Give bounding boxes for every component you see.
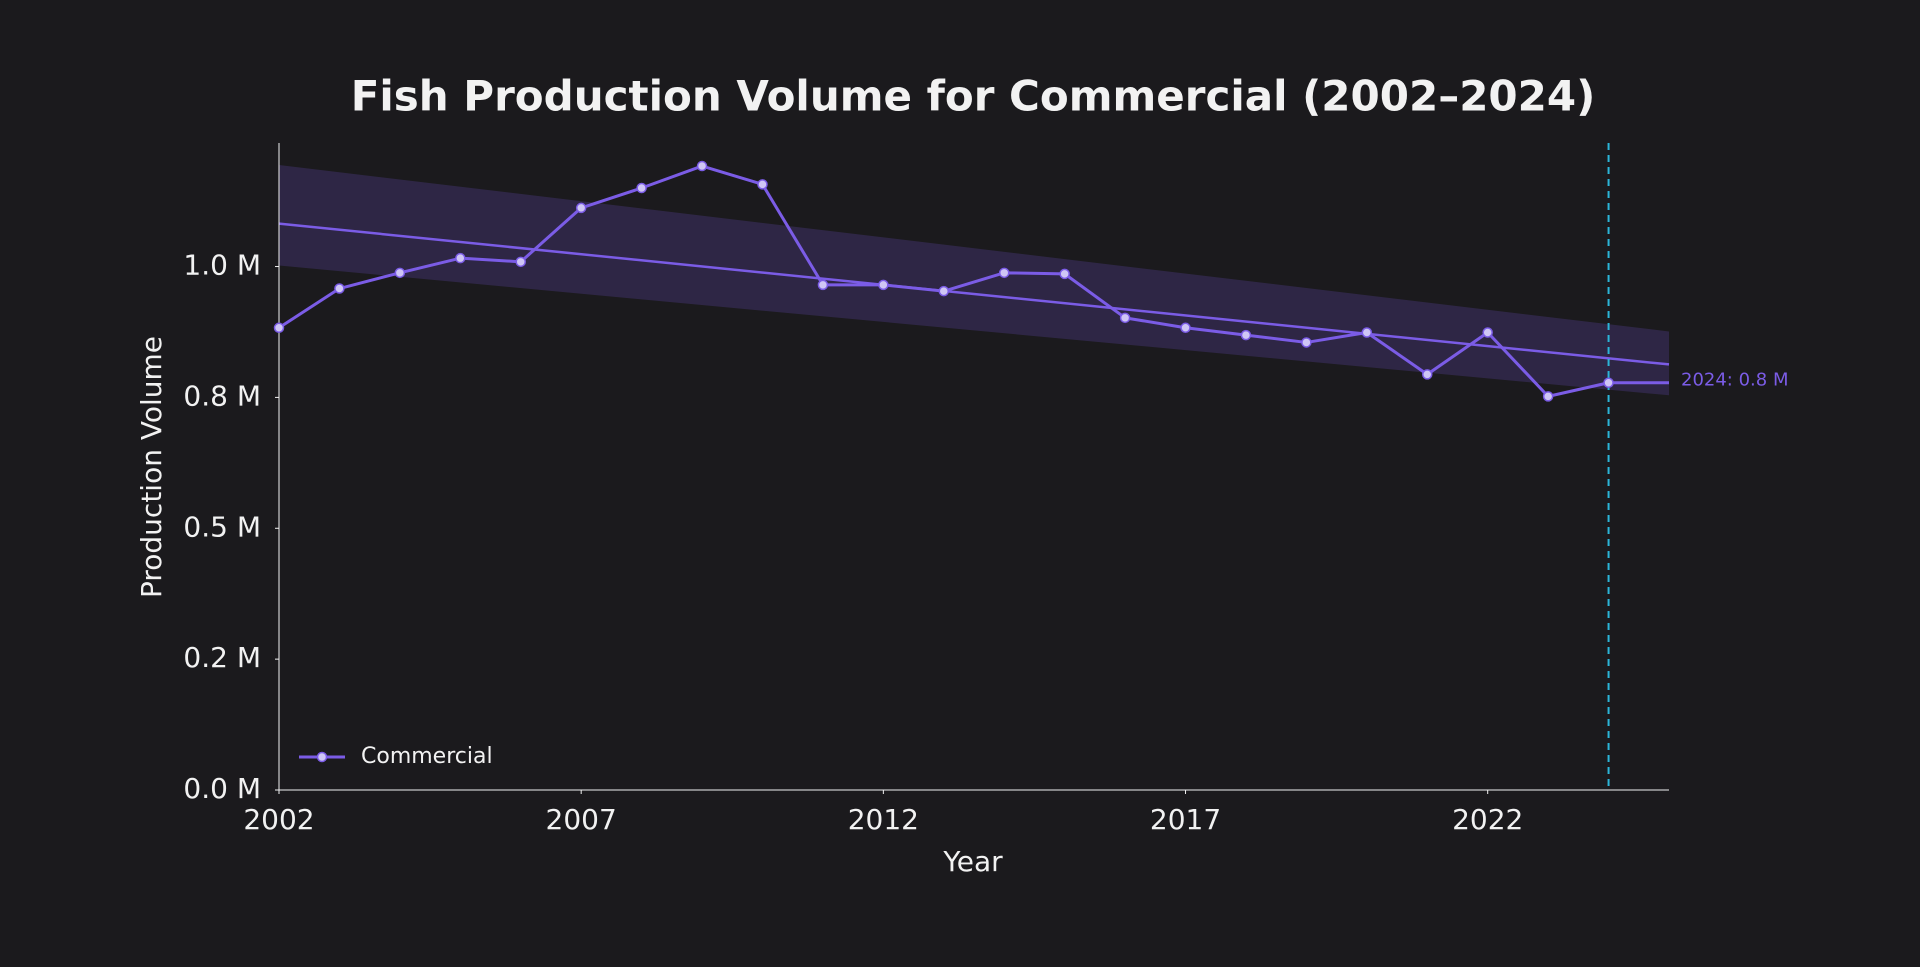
data-point: [1301, 337, 1312, 348]
legend-label: Commercial: [361, 744, 493, 769]
data-point: [757, 179, 768, 190]
y-tick-label: 0.8 M: [183, 379, 261, 412]
data-point: [878, 279, 889, 291]
x-tick-label: 2007: [546, 803, 617, 836]
y-axis-title: Production Volume: [135, 336, 168, 598]
data-point: [938, 285, 950, 297]
legend-marker: [316, 751, 328, 763]
y-tick-label: 1.0 M: [183, 249, 261, 282]
data-point: [455, 252, 466, 264]
x-tick-label: 2022: [1452, 803, 1523, 836]
x-tick-label: 2012: [848, 803, 919, 836]
data-point: [1059, 268, 1070, 280]
data-point: [394, 267, 406, 279]
chart-title: Fish Production Volume for Commercial (2…: [351, 72, 1596, 121]
data-point: [1119, 312, 1131, 324]
data-point: [817, 279, 829, 291]
data-point: [1240, 329, 1252, 341]
y-tick-label: 0.0 M: [183, 772, 261, 805]
trend-line: [278, 222, 1670, 366]
data-point: [1180, 322, 1191, 334]
y-tick-label: 0.5 M: [183, 510, 261, 543]
x-tick-label: 2017: [1150, 803, 1221, 836]
confidence-band: [279, 164, 1669, 396]
data-point: [636, 182, 647, 194]
data-point: [998, 267, 1010, 279]
data-point: [1422, 369, 1433, 380]
x-axis-title: Year: [942, 845, 1003, 878]
x-tick-label: 2002: [243, 803, 314, 836]
data-point: [575, 202, 587, 214]
data-point: [1482, 327, 1493, 338]
annotation: 2024: 0.8 M: [1681, 370, 1788, 391]
data-point: [515, 256, 526, 268]
data-point: [1542, 391, 1554, 402]
data-point: [334, 283, 345, 294]
y-tick-label: 0.2 M: [183, 641, 261, 674]
data-point: [696, 160, 708, 172]
data-point: [1603, 377, 1614, 388]
data-point: [273, 322, 285, 334]
data-point: [1361, 327, 1373, 338]
